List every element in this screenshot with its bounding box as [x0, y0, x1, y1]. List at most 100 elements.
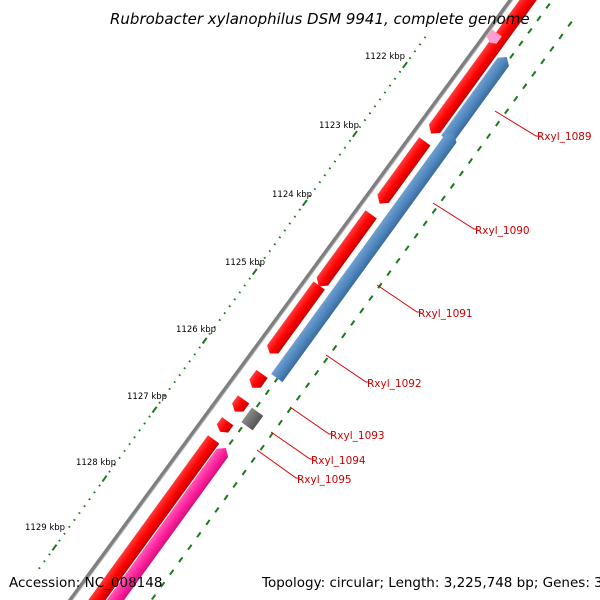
inner-strand-dash: [304, 382, 311, 389]
minor-tick: [198, 346, 201, 349]
minor-tick: [298, 208, 302, 211]
inner-strand-dash: [178, 556, 184, 563]
inner-strand-dash: [431, 207, 437, 214]
tick-label: 1123 kbp: [319, 121, 359, 131]
minor-tick: [333, 160, 337, 163]
gene-label[interactable]: Rxyl_1094: [311, 455, 366, 467]
minor-tick: [63, 532, 66, 535]
tick-label: 1122 kbp: [365, 52, 405, 62]
minor-tick: [348, 139, 352, 143]
minor-tick: [128, 442, 131, 446]
major-tick: [151, 406, 158, 414]
inner-strand-dash: [545, 3, 551, 9]
forward-cds-arrow: [267, 281, 325, 354]
minor-tick: [413, 49, 417, 53]
minor-tick: [338, 153, 342, 156]
major-tick: [51, 544, 58, 551]
inner-strand-dash: [277, 419, 283, 426]
major-tick: [352, 130, 358, 138]
genome-backbone-highlight: [71, 0, 514, 600]
gene-label[interactable]: Rxyl_1095: [297, 474, 352, 486]
inner-strand-dash: [359, 307, 365, 314]
inner-strand-dash: [386, 270, 392, 277]
minor-tick: [368, 112, 372, 115]
gene-label[interactable]: Rxyl_1092: [367, 378, 422, 390]
inner-strand-dash: [264, 389, 270, 396]
inner-strand-dash: [509, 52, 515, 59]
minor-tick: [323, 174, 327, 177]
minor-tick: [38, 566, 41, 570]
minor-tick: [283, 229, 287, 232]
inner-strand-dash: [540, 58, 546, 65]
minor-tick: [243, 284, 247, 287]
inner-strand-dash: [368, 295, 374, 302]
minor-tick: [288, 222, 292, 225]
inner-strand-dash: [377, 282, 383, 289]
tick-label: 1126 kbp: [176, 325, 216, 335]
minor-tick: [123, 449, 126, 453]
minor-tick: [233, 298, 237, 301]
minor-tick: [88, 497, 91, 501]
minor-tick: [398, 70, 402, 74]
inner-strand-dash: [513, 95, 519, 102]
inner-strand-dash: [196, 531, 202, 538]
inner-strand-dash: [536, 15, 542, 22]
forward-cds-arrow: [76, 435, 220, 600]
tick-label: 1128 kbp: [76, 458, 116, 468]
minor-tick: [98, 484, 101, 487]
gene-label[interactable]: Rxyl_1089: [537, 131, 592, 143]
inner-strand-dash: [476, 145, 483, 152]
minor-tick: [163, 394, 166, 398]
minor-tick: [223, 311, 226, 315]
reverse-cds-arrow: [441, 57, 509, 144]
forward-strand-features: [76, 0, 541, 600]
minor-tick: [133, 436, 136, 439]
gene-label[interactable]: Rxyl_1091: [418, 308, 473, 320]
inner-strand-dash: [413, 232, 419, 239]
minor-tick: [113, 463, 116, 466]
forward-cds-arrow: [232, 395, 250, 412]
minor-tick: [378, 98, 382, 101]
minor-tick: [178, 373, 181, 377]
minor-tick: [358, 125, 362, 129]
major-tick: [101, 475, 108, 482]
inner-strand-dash: [440, 195, 446, 202]
gene-label[interactable]: Rxyl_1090: [475, 225, 530, 237]
minor-tick: [168, 387, 171, 391]
minor-tick: [363, 118, 367, 122]
minor-tick: [208, 332, 211, 336]
forward-cds-arrow: [316, 210, 377, 287]
reverse-strand-features: [96, 29, 509, 600]
inner-strand-dash: [531, 70, 537, 77]
minor-tick: [193, 353, 196, 356]
minor-tick: [158, 401, 161, 405]
gene-label[interactable]: Rxyl_1093: [330, 430, 385, 442]
minor-tick: [48, 553, 51, 556]
topology-summary: Topology: circular; Length: 3,225,748 bp…: [261, 575, 600, 591]
minor-tick: [108, 470, 111, 473]
minor-tick: [278, 236, 282, 239]
rna-feature-bar: [96, 448, 229, 600]
inner-strand-dash: [522, 83, 528, 90]
inner-strand-dash: [518, 40, 524, 47]
position-ticks: [38, 36, 427, 570]
inner-strand-dash: [214, 506, 220, 513]
inner-strand-dash: [250, 457, 256, 464]
map-title: Rubrobacter xylanophilus DSM 9941, compl…: [110, 10, 530, 28]
other-feature-box: [241, 407, 264, 431]
minor-tick: [393, 77, 397, 81]
inner-strand-dash: [169, 569, 175, 576]
inner-strand-dash: [232, 481, 238, 488]
inner-strand-dash: [313, 369, 320, 376]
minor-tick: [148, 415, 151, 418]
inner-strand-dash: [151, 594, 157, 600]
inner-strand-dash: [322, 357, 329, 364]
inner-strand-dash: [422, 220, 428, 227]
inner-strand-dash: [449, 182, 455, 189]
minor-tick: [423, 36, 427, 39]
minor-tick: [418, 43, 422, 46]
major-tick: [402, 61, 408, 69]
minor-tick: [93, 491, 96, 494]
inner-strand-dash: [558, 33, 564, 40]
